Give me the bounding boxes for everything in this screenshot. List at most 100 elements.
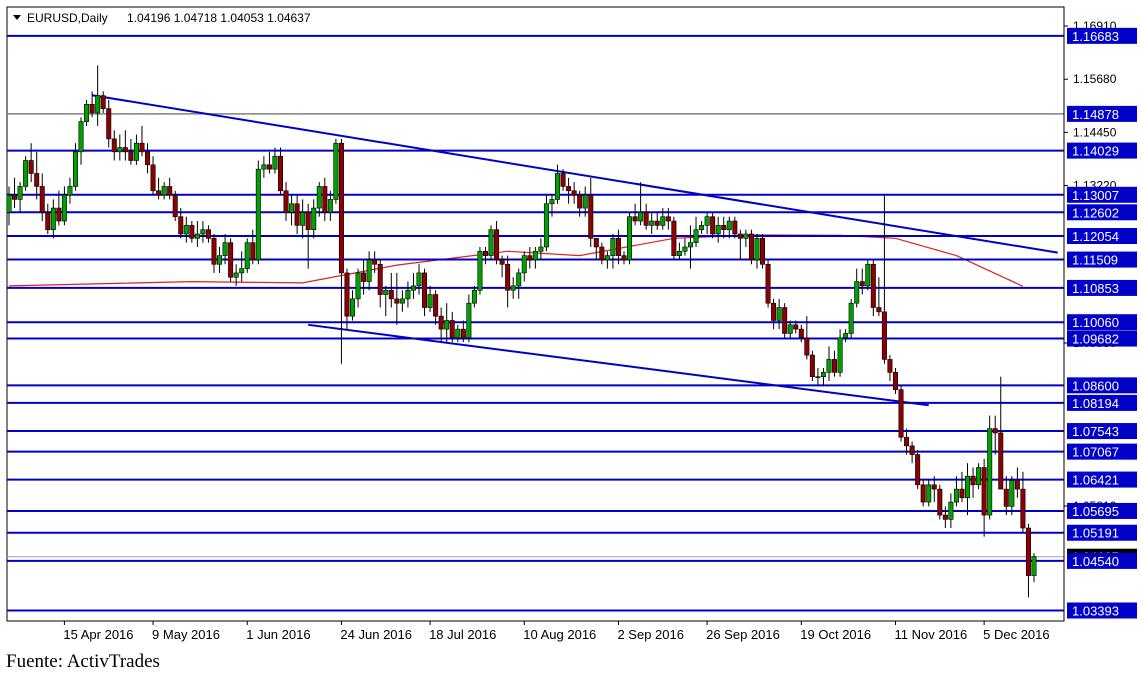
candle-body: [638, 212, 644, 222]
candle-body: [516, 272, 522, 287]
candle: [217, 246, 223, 273]
candle-body: [311, 207, 317, 230]
price-level-label: 1.12054: [1067, 227, 1137, 244]
candle: [588, 177, 594, 247]
candle: [638, 182, 644, 226]
candle-body: [133, 142, 139, 161]
candle-body: [261, 164, 267, 170]
candle: [521, 251, 527, 282]
candle: [388, 272, 394, 308]
candle: [67, 177, 73, 204]
candle-body: [610, 238, 616, 256]
candle-body: [189, 225, 195, 239]
candle: [95, 65, 101, 126]
price-level-label-bg: [1067, 186, 1137, 203]
candle: [798, 324, 804, 343]
candle: [676, 242, 682, 260]
candle-body: [200, 229, 206, 235]
candle-body: [865, 263, 871, 287]
candle: [715, 216, 721, 243]
candle: [61, 186, 67, 226]
candle: [117, 134, 123, 161]
candle-body: [649, 220, 655, 226]
candle: [981, 458, 987, 537]
candle-body: [621, 255, 627, 261]
price-level-label: 1.06421: [1067, 471, 1137, 488]
price-level-label: 1.07067: [1067, 443, 1137, 460]
time-tick-label: 26 Sep 2016: [706, 627, 780, 642]
price-level-label-text: 1.16683: [1072, 29, 1119, 44]
candle-body: [809, 354, 815, 377]
candle-body: [294, 203, 300, 226]
candle: [300, 199, 306, 239]
candle-body: [942, 514, 948, 520]
candle: [100, 91, 106, 113]
candle: [106, 99, 112, 148]
candle: [549, 195, 555, 217]
candle-body: [588, 194, 594, 239]
price-level-label: 1.04540: [1067, 552, 1137, 569]
candle: [771, 298, 777, 330]
candle-body: [699, 225, 705, 230]
candle: [765, 259, 771, 308]
candle: [920, 480, 926, 507]
candle: [1025, 523, 1031, 598]
price-level-label-bg: [1067, 602, 1137, 619]
candle: [189, 221, 195, 243]
candle-body: [543, 203, 549, 248]
dropdown-triangle-icon[interactable]: [13, 15, 21, 20]
candle: [566, 177, 572, 204]
candle: [222, 234, 228, 265]
candle-body: [167, 186, 173, 196]
candle: [449, 311, 455, 343]
candle: [156, 177, 162, 200]
candle: [682, 238, 688, 256]
candle-body: [682, 246, 688, 252]
candle: [859, 268, 865, 295]
candle: [782, 303, 788, 338]
candle-body: [183, 225, 189, 235]
candle-body: [837, 337, 843, 373]
candle-body: [84, 103, 90, 122]
candle-body: [34, 173, 40, 187]
candle: [627, 212, 633, 265]
candle: [200, 221, 206, 243]
candle: [632, 203, 638, 226]
time-tick-label: 24 Jun 2016: [340, 627, 412, 642]
candle-body: [283, 190, 289, 213]
price-level-label-text: 1.13007: [1072, 188, 1119, 203]
price-level-label-text: 1.09682: [1072, 332, 1119, 347]
candle: [316, 182, 322, 217]
candle: [422, 268, 428, 317]
candle-body: [815, 376, 821, 378]
candle: [482, 246, 488, 265]
candle: [305, 203, 311, 269]
candle: [444, 303, 450, 343]
time-tick-label: 5 Dec 2016: [983, 627, 1050, 642]
moving-average-line: [8, 234, 1024, 287]
price-level-label-text: 1.14878: [1072, 107, 1119, 122]
candle: [870, 259, 876, 317]
price-level-label: 1.05191: [1067, 524, 1137, 541]
price-level-label: 1.16683: [1067, 27, 1137, 44]
candle-body: [693, 229, 699, 243]
price-level-label-bg: [1067, 377, 1137, 394]
candle-body: [78, 121, 84, 153]
price-level-label-text: 1.10853: [1072, 281, 1119, 296]
candle-body: [494, 229, 500, 261]
candle-body: [1014, 480, 1020, 490]
candle: [161, 182, 167, 200]
candle-body: [427, 294, 433, 308]
candle-body: [970, 475, 976, 486]
price-level-label-text: 1.06421: [1072, 473, 1119, 488]
candle: [1031, 553, 1037, 583]
candle: [427, 285, 433, 312]
candle-body: [161, 186, 167, 196]
candle-body: [244, 242, 250, 269]
price-level-label-text: 1.10060: [1072, 315, 1119, 330]
candle: [172, 190, 178, 222]
candle: [372, 251, 378, 273]
price-level-label: 1.11509: [1067, 251, 1137, 268]
candle-body: [527, 255, 533, 261]
candle: [665, 208, 671, 230]
